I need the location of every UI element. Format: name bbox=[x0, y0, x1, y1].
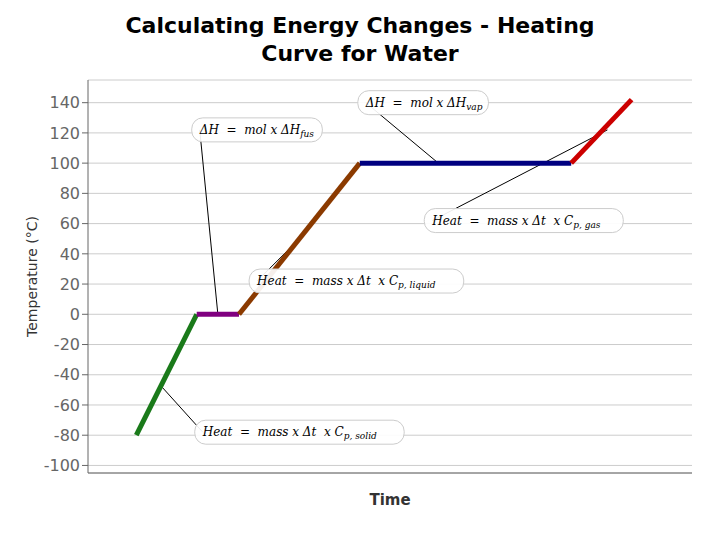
svg-text:140: 140 bbox=[49, 93, 80, 112]
svg-text:-40: -40 bbox=[54, 365, 80, 384]
svg-text:Temperature (°C): Temperature (°C) bbox=[24, 216, 40, 338]
svg-text:-80: -80 bbox=[54, 426, 80, 445]
svg-text:80: 80 bbox=[60, 184, 80, 203]
svg-text:-20: -20 bbox=[54, 335, 80, 354]
svg-text:40: 40 bbox=[60, 245, 80, 264]
svg-text:Time: Time bbox=[369, 491, 410, 509]
svg-text:60: 60 bbox=[60, 214, 80, 233]
svg-text:120: 120 bbox=[49, 124, 80, 143]
svg-text:ΔH = mol x ΔHfus: ΔH = mol x ΔHfus bbox=[199, 123, 315, 139]
svg-text:0: 0 bbox=[70, 305, 80, 324]
svg-text:ΔH = mol x ΔHvap: ΔH = mol x ΔHvap bbox=[365, 96, 483, 112]
svg-text:20: 20 bbox=[60, 275, 80, 294]
svg-text:Heat = mass x Δt x Cp, liqu: Heat = mass x Δt x Cp, liquid bbox=[256, 274, 436, 290]
svg-text:-100: -100 bbox=[44, 456, 80, 475]
svg-text:Heat = mass x Δt x Cp, soli: Heat = mass x Δt x Cp, solid bbox=[202, 425, 377, 441]
svg-text:-60: -60 bbox=[54, 396, 80, 415]
svg-text:100: 100 bbox=[49, 154, 80, 173]
html-text:Calculating Energy Changes - H: Calculating Energy Changes - Heating bbox=[125, 13, 595, 38]
html-text:Curve for Water: Curve for Water bbox=[261, 41, 459, 66]
svg-text:Heat = mass x Δt x Cp, gas: Heat = mass x Δt x Cp, gas bbox=[431, 214, 601, 230]
